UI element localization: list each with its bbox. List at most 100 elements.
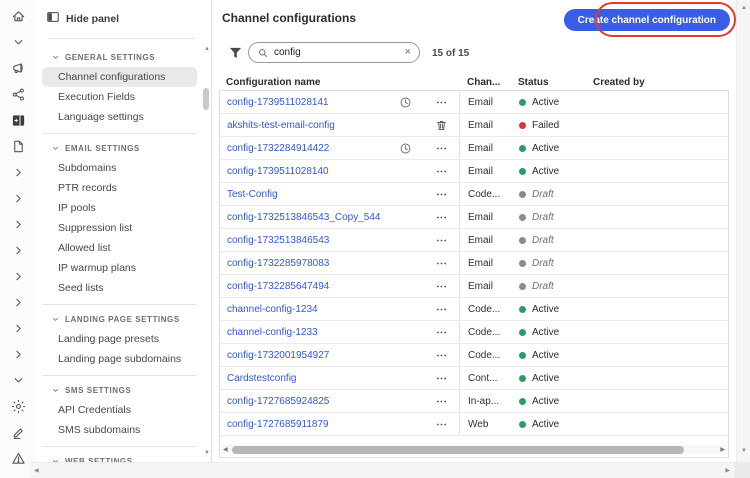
sidebar-item-suppression-list[interactable]: Suppression list [58, 222, 133, 234]
table-row[interactable]: akshits-test-email-config Email Failed [220, 114, 728, 137]
more-actions-button[interactable] [423, 165, 459, 178]
scroll-down-arrow[interactable]: ▼ [741, 448, 747, 454]
sidebar-item-ip-warmup-plans[interactable]: IP warmup plans [58, 262, 137, 274]
configuration-link[interactable]: Test-Config [227, 188, 278, 200]
megaphone-icon[interactable] [10, 60, 26, 76]
sidebar-item-sms-subdomains[interactable]: SMS subdomains [58, 424, 141, 436]
sidebar-scroll-up-arrow[interactable]: ▲ [204, 46, 210, 52]
more-actions-button[interactable] [423, 418, 459, 431]
table-row[interactable]: Test-Config Code... Draft [220, 183, 728, 206]
scroll-left-arrow[interactable]: ◀ [223, 447, 228, 453]
more-actions-button[interactable] [423, 142, 459, 155]
sidebar-item-ip-pools[interactable]: IP pools [58, 202, 96, 214]
sidebar-item-ptr-records[interactable]: PTR records [58, 182, 117, 194]
scroll-up-arrow[interactable]: ▲ [741, 5, 747, 11]
section-header[interactable]: EMAIL SETTINGS [42, 139, 197, 158]
chevron-right-icon[interactable] [10, 294, 26, 310]
sidebar-item-subdomains[interactable]: Subdomains [58, 162, 117, 174]
scroll-right-arrow[interactable]: ▶ [720, 447, 725, 453]
configuration-link[interactable]: config-1732285978083 [227, 257, 330, 269]
configuration-link[interactable]: config-1732001954927 [227, 349, 330, 361]
table-row[interactable]: Cardstestconfig Cont... Active [220, 367, 728, 390]
table-row[interactable]: config-1732284914422 Email Active [220, 137, 728, 160]
table-horizontal-scrollbar[interactable]: ◀ ▶ [222, 445, 726, 454]
column-header-configuration-name[interactable]: Configuration name [226, 76, 321, 88]
chevron-down-icon[interactable] [10, 34, 26, 50]
chevron-right-icon[interactable] [10, 346, 26, 362]
window-vertical-scrollbar[interactable]: ▲ ▼ [736, 0, 750, 462]
configuration-link[interactable]: config-1727685911879 [227, 418, 329, 430]
document-icon[interactable] [10, 138, 26, 154]
chevron-right-icon[interactable] [10, 268, 26, 284]
configuration-link[interactable]: config-1739511028141 [227, 96, 329, 108]
chevron-right-icon[interactable] [10, 320, 26, 336]
table-row[interactable]: config-1732001954927 Code... Active [220, 344, 728, 367]
section-header[interactable]: SMS SETTINGS [42, 381, 197, 400]
more-actions-button[interactable] [423, 96, 459, 109]
section-header[interactable]: WEB SETTINGS [42, 452, 197, 462]
table-row[interactable]: config-1739511028140 Email Active [220, 160, 728, 183]
table-row[interactable]: config-1732513846543 Email Draft [220, 229, 728, 252]
table-row[interactable]: channel-config-1234 Code... Active [220, 298, 728, 321]
more-actions-button[interactable] [423, 303, 459, 316]
gear-icon[interactable] [10, 398, 26, 414]
sidebar-item-landing-page-presets[interactable]: Landing page presets [58, 333, 159, 345]
column-header-created-by[interactable]: Created by [593, 76, 645, 88]
configuration-link[interactable]: config-1732284914422 [227, 142, 330, 154]
more-actions-button[interactable] [423, 372, 459, 385]
section-header[interactable]: LANDING PAGE SETTINGS [42, 310, 197, 329]
table-row[interactable]: config-1727685924825 In-ap... Active [220, 390, 728, 413]
chevron-right-icon[interactable] [10, 190, 26, 206]
warning-triangle-icon[interactable] [10, 450, 26, 466]
table-scrollbar-thumb[interactable] [232, 445, 684, 454]
sidebar-item-language-settings[interactable]: Language settings [58, 111, 144, 123]
more-actions-button[interactable] [423, 395, 459, 408]
chevron-right-icon[interactable] [10, 164, 26, 180]
clear-search-icon[interactable]: × [404, 46, 411, 58]
sidebar-item-landing-page-subdomains[interactable]: Landing page subdomains [58, 353, 182, 365]
configuration-link[interactable]: akshits-test-email-config [227, 119, 335, 131]
sidebar-scrollbar-thumb[interactable] [203, 88, 209, 110]
sidebar-item-channel-configurations[interactable]: Channel configurations [42, 67, 197, 87]
table-row[interactable]: config-1739511028141 Email Active [220, 91, 728, 114]
configuration-link[interactable]: channel-config-1233 [227, 326, 318, 338]
assets-icon[interactable] [10, 112, 26, 128]
configuration-link[interactable]: Cardstestconfig [227, 372, 297, 384]
more-actions-button[interactable] [423, 257, 459, 270]
more-actions-button[interactable] [423, 280, 459, 293]
configuration-link[interactable]: config-1732513846543 [227, 234, 330, 246]
table-row[interactable]: config-1732513846543_Copy_544 Email Draft [220, 206, 728, 229]
column-header-status[interactable]: Status [518, 76, 549, 88]
more-actions-button[interactable] [423, 211, 459, 224]
data-flow-icon[interactable] [10, 86, 26, 102]
table-row[interactable]: config-1732285647494 Email Draft [220, 275, 728, 298]
configuration-link[interactable]: config-1732285647494 [227, 280, 330, 292]
more-actions-button[interactable] [423, 326, 459, 339]
chevron-right-icon[interactable] [10, 242, 26, 258]
signature-pen-icon[interactable] [10, 424, 26, 440]
sidebar-item-allowed-list[interactable]: Allowed list [58, 242, 111, 254]
table-row[interactable]: config-1732285978083 Email Draft [220, 252, 728, 275]
create-channel-configuration-button[interactable]: Create channel configuration [563, 9, 730, 31]
section-header[interactable]: GENERAL SETTINGS [42, 48, 197, 67]
home-icon[interactable] [10, 8, 26, 24]
delete-button[interactable] [423, 119, 459, 132]
scroll-right-arrow[interactable]: ▶ [725, 468, 730, 474]
sidebar-scroll-down-arrow[interactable]: ▼ [204, 450, 210, 456]
table-row[interactable]: channel-config-1233 Code... Active [220, 321, 728, 344]
table-row[interactable]: config-1727685911879 Web Active [220, 413, 728, 436]
filter-button[interactable] [228, 45, 243, 60]
chevron-right-icon[interactable] [10, 216, 26, 232]
more-actions-button[interactable] [423, 188, 459, 201]
scroll-left-arrow[interactable]: ◀ [34, 468, 39, 474]
configuration-link[interactable]: config-1739511028140 [227, 165, 329, 177]
search-input[interactable]: config × [248, 42, 420, 63]
sidebar-item-execution-fields[interactable]: Execution Fields [58, 91, 136, 103]
more-actions-button[interactable] [423, 349, 459, 362]
hide-panel-button[interactable]: Hide panel [46, 10, 119, 27]
sidebar-item-api-credentials[interactable]: API Credentials [58, 404, 131, 416]
configuration-link[interactable]: channel-config-1234 [227, 303, 318, 315]
chevron-down-icon[interactable] [10, 372, 26, 388]
window-horizontal-scrollbar[interactable]: ◀ ▶ [30, 462, 750, 478]
configuration-link[interactable]: config-1727685924825 [227, 395, 330, 407]
